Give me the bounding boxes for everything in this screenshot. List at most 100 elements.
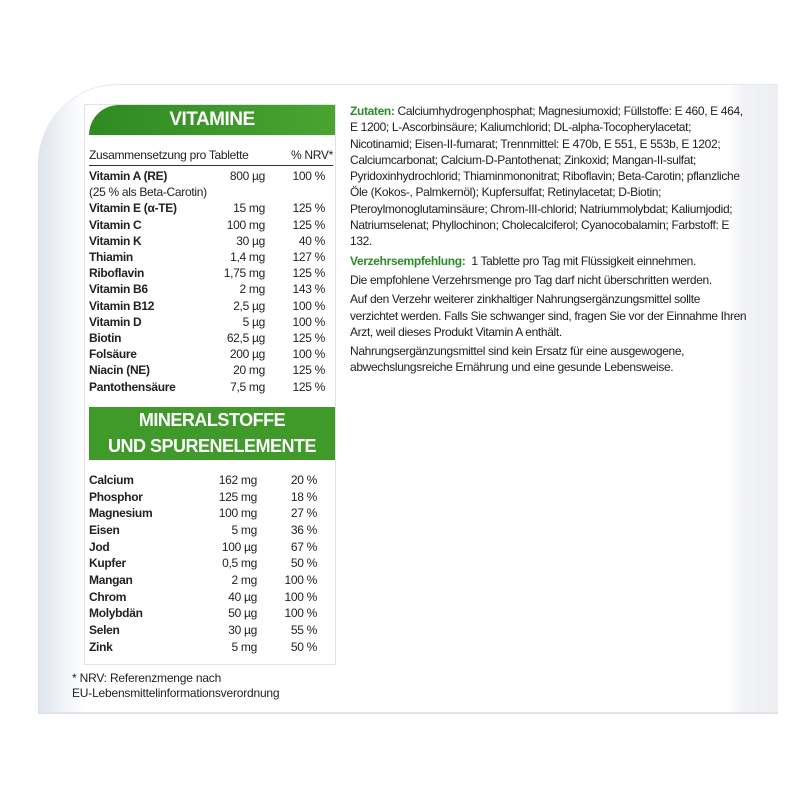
- nutrient-nrv: 100 %: [284, 589, 317, 604]
- nutrient-amount: 162 mg: [218, 472, 258, 487]
- nutrient-nrv: 18 %: [290, 489, 317, 504]
- table-row: Riboflavin 1,75 mg 125 %: [89, 265, 325, 281]
- nutrient-nrv: 125 %: [292, 217, 325, 232]
- nutrient-name: Eisen: [89, 522, 120, 537]
- nutrient-amount: 5 mg: [231, 639, 258, 654]
- nutrition-table: VITAMINE Zusammensetzung pro Tablette % …: [84, 104, 336, 665]
- nutrient-nrv: 127 %: [292, 250, 325, 265]
- nutrient-name: Vitamin B12: [89, 298, 155, 313]
- footnote-line2: EU-Lebensmittelinformationsverordnung: [72, 685, 280, 700]
- disclaimer-text: Nahrungsergänzungsmittel sind kein Ersat…: [350, 344, 685, 375]
- nutrient-nrv: 36 %: [290, 522, 317, 537]
- nutrient-name: Vitamin K: [89, 233, 142, 248]
- table-row: Zink 5 mg 50 %: [89, 639, 317, 656]
- nutrient-name: Folsäure: [89, 347, 137, 362]
- nutrient-nrv: 100 %: [292, 314, 325, 329]
- nutrient-amount: 1,75 mg: [223, 266, 266, 281]
- table-row: Vitamin E (α-TE) 15 mg 125 %: [89, 200, 325, 216]
- nutrient-name: Mangan: [89, 573, 133, 588]
- nutrient-amount: 30 µg: [228, 623, 257, 638]
- nutrient-name: Vitamin E (α-TE): [89, 201, 177, 216]
- nutrient-name: Chrom: [89, 589, 127, 604]
- nutrient-amount: 0,5 mg: [222, 556, 257, 571]
- nutrient-amount: 62,5 µg: [226, 331, 265, 346]
- composition-label: Zusammensetzung pro Tablette: [89, 148, 249, 162]
- nutrient-name: Calcium: [89, 472, 134, 487]
- table-row: Chrom 40 µg 100 %: [89, 589, 317, 606]
- ingredients-label: Zutaten:: [350, 104, 395, 118]
- nutrient-name: Vitamin D: [89, 314, 142, 329]
- nutrient-name: Pantothensäure: [89, 379, 176, 394]
- nutrient-nrv: 100 %: [292, 298, 325, 313]
- product-info-text: Zutaten: Calciumhydrogenphosphat; Magnes…: [350, 103, 750, 379]
- table-row: Vitamin D 5 µg 100 %: [89, 314, 325, 330]
- nutrient-nrv: 20 %: [290, 472, 317, 487]
- table-row: Jod 100 µg 67 %: [89, 539, 317, 556]
- nutrient-name: Zink: [89, 639, 113, 654]
- footnote-line1: * NRV: Referenzmenge nach: [72, 670, 222, 685]
- table-row: Magnesium 100 mg 27 %: [89, 505, 317, 522]
- nutrient-nrv: 125 %: [292, 201, 325, 216]
- warning-text: Auf den Verzehr weiterer zinkhaltiger Na…: [350, 292, 747, 339]
- vitamin-rows: Vitamin A (RE) 800 µg 100 % (25 % als Beta-…: [89, 168, 325, 395]
- dosage-text: 1 Tablette pro Tag mit Flüssigkeit einne…: [471, 253, 696, 268]
- nutrient-name: Biotin: [89, 331, 122, 346]
- nutrient-amount: 2,5 µg: [233, 298, 265, 313]
- nutrient-amount: 20 mg: [233, 363, 265, 378]
- table-row: Thiamin 1,4 mg 127 %: [89, 249, 325, 265]
- table-row: Phosphor 125 mg 18 %: [89, 489, 317, 506]
- table-row: Vitamin K 30 µg 40 %: [89, 233, 325, 249]
- nutrient-amount: 200 µg: [229, 347, 265, 362]
- table-row: Mangan 2 mg 100 %: [89, 572, 317, 589]
- table-row: Vitamin A (RE) 800 µg 100 %: [89, 168, 325, 184]
- vitamine-header: VITAMINE: [89, 105, 335, 135]
- nutrition-column: VITAMINE Zusammensetzung pro Tablette % …: [72, 104, 342, 701]
- nutrient-amount: 15 mg: [233, 201, 265, 216]
- warning-text: Die empfohlene Verzehrsmenge pro Tag dar…: [350, 272, 712, 287]
- ingredients-text: Calciumhydrogenphosphat; Magnesiumoxid; …: [350, 104, 743, 249]
- table-row: Eisen 5 mg 36 %: [89, 522, 317, 539]
- mineral-header-line2: UND SPURENELEMENTE: [107, 435, 317, 456]
- nutrient-name: Molybdän: [89, 606, 143, 621]
- table-row: Kupfer 0,5 mg 50 %: [89, 555, 317, 572]
- nutrient-amount: 5 µg: [242, 314, 266, 329]
- table-row: Selen 30 µg 55 %: [89, 622, 317, 639]
- nutrient-amount: 100 µg: [221, 539, 257, 554]
- nutrient-name: (25 % als Beta-Carotin): [89, 185, 207, 200]
- nutrient-name: Selen: [89, 623, 120, 638]
- nutrient-name: Vitamin A (RE): [89, 169, 168, 183]
- table-row: Biotin 62,5 µg 125 %: [89, 330, 325, 346]
- nutrient-name: Thiamin: [89, 250, 133, 265]
- nutrient-nrv: 125 %: [292, 363, 325, 378]
- ingredients: Zutaten: Calciumhydrogenphosphat; Magnes…: [350, 103, 750, 250]
- nutrient-name: Magnesium: [89, 506, 153, 521]
- mineral-rows: Calcium 162 mg 20 % Phosphor 125 mg 18 % Magne…: [89, 472, 317, 656]
- nutrient-name: Niacin (NE): [89, 363, 150, 378]
- table-row: Folsäure 200 µg 100 %: [89, 346, 325, 362]
- nutrient-amount: 1,4 mg: [230, 250, 265, 265]
- nutrient-nrv: 50 %: [290, 639, 317, 654]
- nutrient-amount: 30 µg: [236, 233, 265, 248]
- nutrient-amount: 7,5 mg: [230, 379, 265, 394]
- table-row: Vitamin C 100 mg 125 %: [89, 217, 325, 233]
- nutrient-amount: 5 mg: [231, 522, 258, 537]
- nutrient-nrv: 100 %: [284, 606, 317, 621]
- nutrient-nrv: 125 %: [292, 331, 325, 346]
- mineral-header-line1: MINERALSTOFFE: [138, 409, 286, 430]
- table-row: Niacin (NE) 20 mg 125 %: [89, 362, 325, 378]
- nutrient-name: Jod: [89, 539, 110, 554]
- nutrient-nrv: 50 %: [290, 556, 317, 571]
- nutrient-nrv: 143 %: [292, 282, 325, 297]
- table-column-header: Zusammensetzung pro Tablette % NRV*: [89, 148, 333, 166]
- table-row: Calcium 162 mg 20 %: [89, 472, 317, 489]
- nutrient-amount: 100 mg: [218, 506, 258, 521]
- nutrient-name: Riboflavin: [89, 266, 145, 281]
- nutrient-amount: 800 µg: [229, 169, 265, 183]
- nutrient-nrv: 100 %: [292, 169, 325, 183]
- nutrient-nrv: 40 %: [298, 233, 325, 248]
- nutrient-amount: 100 mg: [226, 217, 266, 232]
- nutrient-nrv: 100 %: [284, 573, 317, 588]
- nutrient-amount: 2 mg: [239, 282, 266, 297]
- nrv-label: % NRV*: [291, 148, 333, 162]
- nutrient-nrv: 67 %: [290, 539, 317, 554]
